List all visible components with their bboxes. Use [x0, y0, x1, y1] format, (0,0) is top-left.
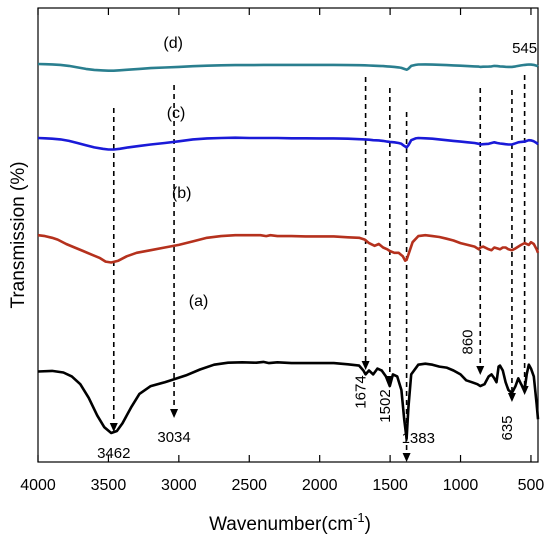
series-label: (d) — [163, 35, 183, 52]
x-tick-label: 500 — [518, 477, 545, 494]
x-tick-label: 3500 — [91, 477, 127, 494]
x-tick-label: 1500 — [372, 477, 408, 494]
arrow-head — [476, 366, 485, 375]
x-axis-ticks: 4000 3500 3000 2500 2000 1500 1000 500 — [20, 8, 544, 494]
labels-layer: (a) (b) (c) (d) — [163, 35, 208, 310]
series-label: (b) — [172, 185, 192, 202]
series-label: (c) — [167, 105, 186, 122]
peak-label: 1383 — [402, 430, 435, 447]
arrow-head — [170, 409, 179, 418]
series-layer — [37, 62, 540, 441]
y-axis-label: Transmission (%) — [8, 161, 29, 308]
x-axis-label: Wavenumber(cm-1) — [209, 510, 371, 535]
x-tick-label: 2500 — [231, 477, 267, 494]
x-tick-label: 3000 — [161, 477, 197, 494]
arrow-head — [402, 453, 411, 462]
series-line — [37, 136, 539, 151]
peak-label: 545 — [512, 40, 537, 57]
series-line — [37, 62, 539, 72]
peak-label: 635 — [499, 415, 516, 440]
x-tick-label: 2000 — [302, 477, 338, 494]
guide-lines: 3462 3034 1674 1502 1383 860 635 545 — [97, 40, 537, 462]
peak-label: 3462 — [97, 445, 130, 462]
x-axis-label-sup: -1 — [353, 510, 365, 525]
arrow-head — [109, 423, 118, 432]
peak-label: 1674 — [353, 375, 370, 408]
series-label: (a) — [189, 293, 209, 310]
x-tick-label: 1000 — [443, 477, 479, 494]
x-tick-label: 4000 — [20, 477, 56, 494]
series-line — [37, 233, 540, 264]
x-axis-label-close: ) — [365, 514, 371, 535]
x-axis-label-main: Wavenumber(cm — [209, 514, 353, 535]
arrow-head — [507, 393, 516, 402]
series-line — [37, 360, 540, 441]
peak-label: 1502 — [377, 389, 394, 422]
arrow-head — [361, 361, 370, 370]
plot-frame — [37, 7, 539, 463]
peak-label: 3034 — [157, 429, 190, 446]
peak-label: 860 — [460, 329, 477, 354]
